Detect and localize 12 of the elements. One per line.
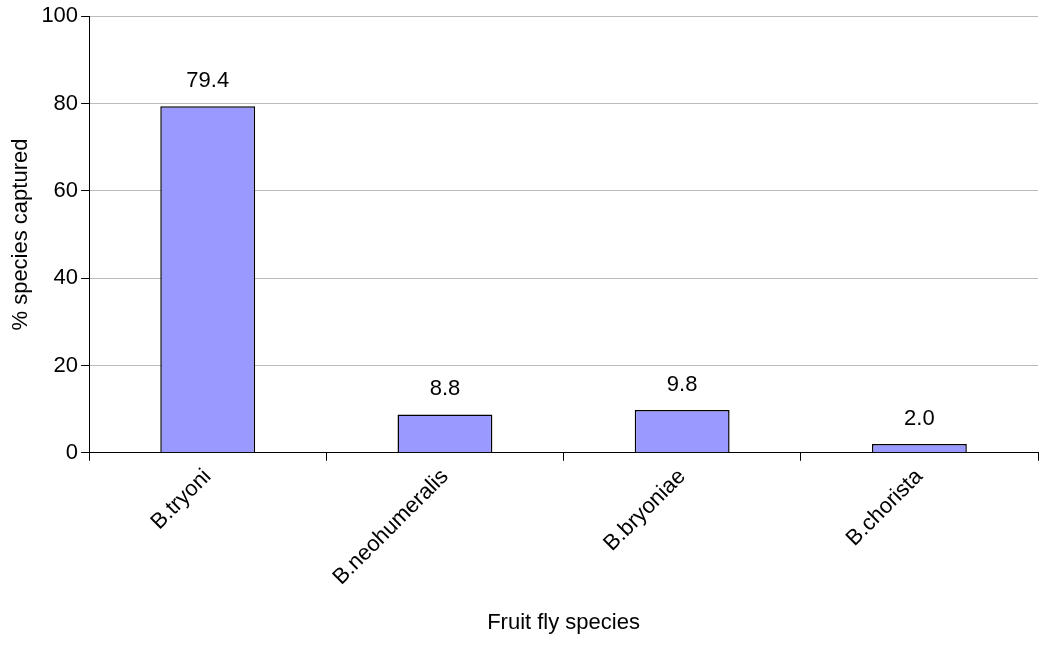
y-tick-label: 100: [41, 2, 79, 28]
y-tick-label: 80: [53, 89, 79, 115]
y-axis-title: % species captured: [7, 138, 33, 331]
x-axis-title: Fruit fly species: [487, 608, 640, 634]
data-label: 2.0: [904, 405, 935, 431]
data-label: 79.4: [186, 67, 230, 93]
data-label: 8.8: [429, 375, 461, 401]
y-tick-label: 20: [53, 351, 79, 377]
y-tick-label: 60: [53, 176, 79, 202]
y-tick-label: 0: [65, 438, 79, 464]
y-tick-label: 40: [53, 264, 79, 290]
data-label: 9.8: [666, 371, 698, 397]
